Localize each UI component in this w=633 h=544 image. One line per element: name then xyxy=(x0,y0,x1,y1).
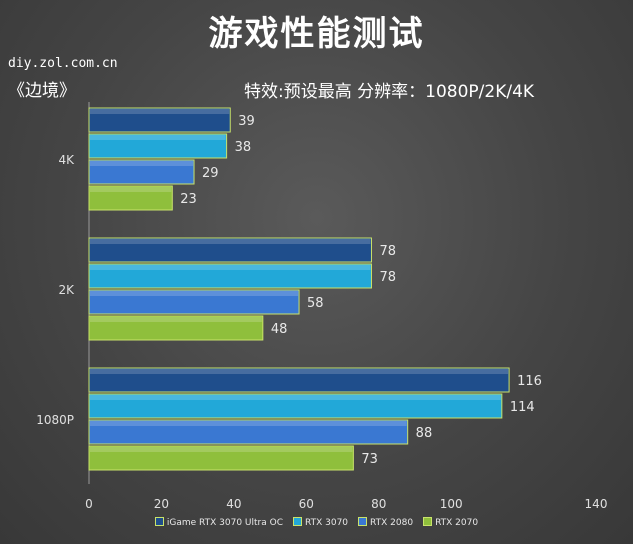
legend-item: RTX 3070 xyxy=(293,517,348,528)
bar xyxy=(88,185,173,211)
data-label: 73 xyxy=(361,452,378,467)
bar xyxy=(88,289,300,315)
legend-swatch xyxy=(358,517,368,526)
data-label: 78 xyxy=(379,244,396,259)
bar xyxy=(88,133,228,159)
legend-swatch xyxy=(154,517,164,526)
data-label: 39 xyxy=(238,114,255,129)
bar-highlight xyxy=(90,317,262,322)
legend-swatch xyxy=(293,517,302,526)
bar-highlight xyxy=(90,447,353,452)
legend-swatch xyxy=(423,517,433,526)
data-label: 114 xyxy=(510,400,535,415)
bar-highlight xyxy=(90,239,371,244)
legend-item: RTX 2080 xyxy=(358,517,413,528)
bar-highlight xyxy=(90,395,501,400)
bar xyxy=(88,315,264,341)
x-tick-label: 80 xyxy=(371,497,386,511)
bar-highlight xyxy=(90,421,407,426)
game-name: 《边境》 xyxy=(8,81,76,101)
test-settings: 特效:预设最高 分辨率：1080P/2K/4K xyxy=(244,82,535,102)
x-tick-label: 0 xyxy=(85,497,93,511)
bar xyxy=(88,263,372,289)
bar xyxy=(88,237,372,263)
x-tick-label: 140 xyxy=(585,497,608,511)
legend-label: iGame RTX 3070 Ultra OC xyxy=(166,518,283,528)
chart-title: 游戏性能测试 xyxy=(208,14,425,54)
site-watermark: diy.zol.com.cn xyxy=(8,56,118,71)
bar xyxy=(88,445,354,471)
bar-highlight xyxy=(90,187,172,192)
legend-label: RTX 3070 xyxy=(305,518,349,528)
data-label: 48 xyxy=(271,322,288,337)
data-label: 29 xyxy=(202,166,219,181)
bar-highlight xyxy=(90,135,226,140)
data-label: 88 xyxy=(416,426,433,441)
data-label: 78 xyxy=(379,270,396,285)
bar xyxy=(88,367,510,393)
bar xyxy=(88,393,503,419)
data-label: 116 xyxy=(517,374,542,389)
bar xyxy=(88,159,195,185)
legend-label: RTX 2080 xyxy=(370,518,414,528)
x-tick-label: 60 xyxy=(299,497,314,511)
bar-highlight xyxy=(90,161,194,166)
data-label: 38 xyxy=(235,140,252,155)
x-tick-label: 40 xyxy=(226,497,241,511)
category-label: 2K xyxy=(58,283,75,297)
bar-highlight xyxy=(90,291,299,296)
bar xyxy=(88,419,409,445)
bar-highlight xyxy=(90,109,230,114)
legend: iGame RTX 3070 Ultra OC RTX 3070 RTX 2080 R… xyxy=(0,517,633,528)
x-tick-label: 100 xyxy=(440,497,463,511)
category-label: 1080P xyxy=(36,413,74,427)
legend-item: iGame RTX 3070 Ultra OC xyxy=(154,517,283,528)
legend-item: RTX 2070 xyxy=(423,517,478,528)
legend-label: RTX 2070 xyxy=(435,518,479,528)
data-label: 23 xyxy=(180,192,197,207)
bar-highlight xyxy=(90,369,509,374)
bar-highlight xyxy=(90,265,371,270)
data-label: 58 xyxy=(307,296,324,311)
x-tick-label: 20 xyxy=(154,497,169,511)
bar xyxy=(88,107,231,133)
category-label: 4K xyxy=(58,153,75,167)
